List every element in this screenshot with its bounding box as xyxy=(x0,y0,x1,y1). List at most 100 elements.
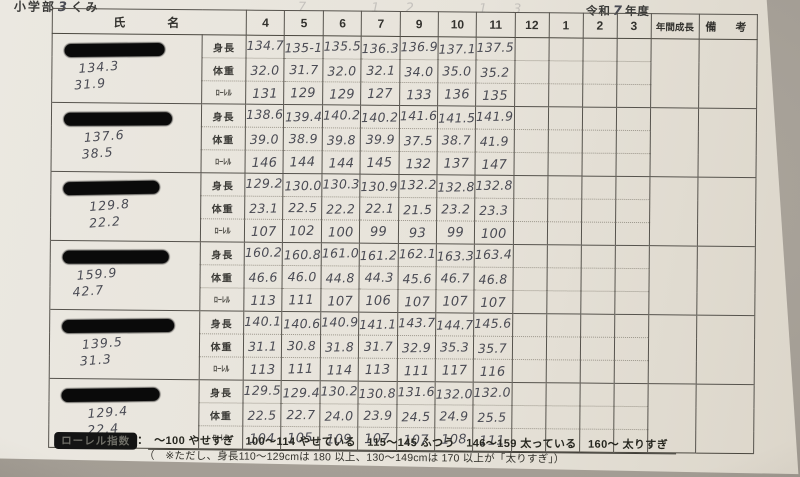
rohrer-value-cell: 145 xyxy=(360,151,399,175)
annual-growth-header: 年間成長 xyxy=(650,13,700,40)
height-value-cell: 139.4 xyxy=(283,104,323,128)
weight-value-cell: 35.3 xyxy=(435,335,474,360)
rohrer-value-cell: 107 xyxy=(320,288,360,313)
weight-value-cell-text: 23.2 xyxy=(441,201,471,217)
month-column-header: 5 xyxy=(284,10,324,36)
height-value-cell xyxy=(546,244,581,269)
height-value-cell-text: 132.0 xyxy=(435,386,474,402)
weight-value-cell xyxy=(513,129,548,153)
weight-value-cell-text: 25.5 xyxy=(477,409,507,426)
height-value-cell: 140.2 xyxy=(360,105,400,129)
rohrer-value-cell: 144 xyxy=(283,150,323,174)
height-value-cell: 161.0 xyxy=(321,242,360,267)
weight-value-cell xyxy=(547,129,582,154)
height-value-cell: 129.4 xyxy=(281,380,321,404)
weight-value-cell-text: 32.0 xyxy=(327,63,357,79)
height-value-cell: 130.0 xyxy=(283,173,323,197)
rohrer-value-cell-text: 99 xyxy=(370,224,388,241)
weight-value-cell-text: 37.5 xyxy=(403,132,433,149)
height-value-cell-text: 141.9 xyxy=(476,108,514,125)
weight-value-cell: 39.9 xyxy=(360,128,400,152)
rohrer-value-cell: 129 xyxy=(322,81,362,106)
weight-value-cell xyxy=(615,130,650,154)
weight-value-cell: 23.1 xyxy=(244,196,284,220)
rohrer-value-cell: 113 xyxy=(243,357,282,381)
rohrer-value-cell xyxy=(579,360,614,384)
name-redaction-mark xyxy=(62,318,175,334)
weight-value-cell: 35.0 xyxy=(437,59,477,84)
rohrer-value-cell: 99 xyxy=(436,220,475,245)
month-column-header: 6 xyxy=(323,10,362,37)
weight-value-cell-text: 31.7 xyxy=(363,338,393,354)
name-redaction-mark xyxy=(62,250,169,264)
rohrer-value-cell-text: 147 xyxy=(481,157,508,174)
height-value-cell: 141.1 xyxy=(359,312,398,336)
student-name-cell: 134.3 31.9 xyxy=(51,33,203,104)
month-column-header: 9 xyxy=(399,11,439,37)
rohrer-value-cell: 133 xyxy=(399,82,438,106)
rohrer-value-cell xyxy=(582,84,617,108)
weight-value-cell: 45.6 xyxy=(397,266,437,290)
growth-record-table: 氏 名 4 5 6 7 9 10 11 12 1 2 3 年間成長備 考 134.3 31.9 身長 134.… xyxy=(48,7,758,455)
weight-value-cell-text: 32.0 xyxy=(250,62,280,79)
height-value-cell-text: 140.2 xyxy=(361,109,399,126)
rohrer-value-cell xyxy=(546,221,582,246)
weight-value-cell: 23.9 xyxy=(358,404,397,428)
month-column-header: 1 xyxy=(548,12,584,39)
weight-row-label: 体重 xyxy=(198,402,243,427)
weight-value-cell xyxy=(579,337,615,361)
height-value-cell: 161.2 xyxy=(359,243,399,267)
remarks-cell xyxy=(697,108,757,178)
rohrer-value-cell xyxy=(512,221,548,245)
height-value-cell xyxy=(511,382,546,406)
height-value-cell-text: 134.7 xyxy=(246,37,284,54)
rohrer-value-cell-text: 133 xyxy=(405,87,432,104)
rohrer-value-cell: 146 xyxy=(244,150,284,174)
height-value-cell xyxy=(546,313,581,338)
height-value-cell-text: 140.9 xyxy=(321,314,359,330)
rohrer-value-cell: 129 xyxy=(283,81,323,105)
rohrer-value-cell-text: 145 xyxy=(366,155,393,172)
weight-value-cell-text: 46.7 xyxy=(440,270,470,286)
height-value-cell: 132.8 xyxy=(436,174,476,199)
weight-value-cell: 22.2 xyxy=(321,196,361,221)
rohrer-value-cell: 131 xyxy=(245,81,285,105)
height-value-cell-text: 132.0 xyxy=(473,384,512,401)
weight-value-cell xyxy=(579,406,614,430)
month-column-header: 11 xyxy=(476,12,516,38)
weight-value-cell-text: 23.1 xyxy=(249,200,279,217)
weight-value-cell-text: 23.9 xyxy=(362,407,392,423)
weight-value-cell-text: 31.1 xyxy=(247,338,278,355)
height-value-cell: 145.6 xyxy=(473,313,513,337)
rohrer-row-label: ﾛｰﾚﾙ xyxy=(200,218,245,243)
rohrer-value-cell xyxy=(614,291,649,315)
rohrer-note-text: （ ※ただし、身長110～129cmは 180 以上、130～149cmは 17… xyxy=(143,449,565,466)
annual-growth-cell xyxy=(650,38,699,109)
height-value-cell: 136.9 xyxy=(399,36,439,60)
height-value-cell-text: 136.3 xyxy=(361,40,400,57)
height-value-cell-text: 140.2 xyxy=(323,107,361,123)
rohrer-value-cell-text: 107 xyxy=(403,294,430,311)
weight-value-cell: 22.5 xyxy=(242,403,282,427)
weight-value-cell: 21.5 xyxy=(398,197,437,221)
rohrer-index-label: ローレル指数 xyxy=(54,431,138,450)
weight-value-cell-text: 35.2 xyxy=(480,64,510,81)
weight-value-cell-text: 41.9 xyxy=(480,133,510,150)
annual-growth-cell xyxy=(648,245,697,316)
height-row-label: 身長 xyxy=(200,172,245,197)
weight-value-cell-text: 31.8 xyxy=(325,339,355,355)
rohrer-value-cell-text: 117 xyxy=(441,363,468,379)
rohrer-value-cell: 107 xyxy=(397,289,437,313)
weight-value-cell: 39.0 xyxy=(245,127,284,151)
weight-value-cell: 46.6 xyxy=(243,265,283,289)
prev-weight-annotation: 42.7 xyxy=(71,282,105,300)
weight-value-cell: 24.9 xyxy=(434,404,474,429)
annual-growth-cell xyxy=(648,176,698,247)
height-value-cell: 138.6 xyxy=(245,104,284,128)
weight-value-cell-text: 22.5 xyxy=(247,407,277,424)
weight-value-cell xyxy=(545,336,581,361)
weight-value-cell: 25.5 xyxy=(473,405,512,429)
